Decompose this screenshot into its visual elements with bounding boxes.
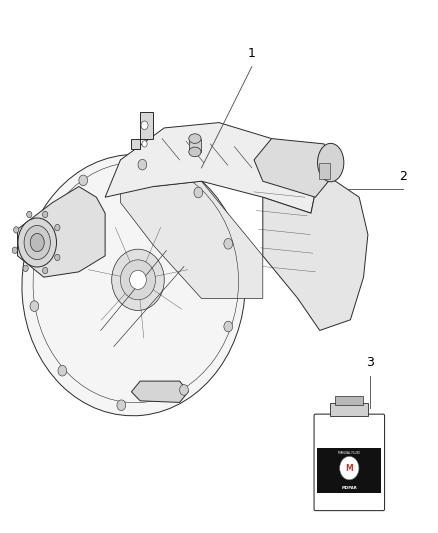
Circle shape [117,400,126,410]
Circle shape [340,456,359,480]
Polygon shape [120,160,263,298]
Ellipse shape [18,218,57,267]
FancyBboxPatch shape [330,403,368,416]
Circle shape [27,211,32,217]
Polygon shape [131,112,153,149]
Ellipse shape [112,249,164,310]
Circle shape [12,247,18,253]
Polygon shape [18,187,105,277]
Circle shape [79,175,88,185]
FancyBboxPatch shape [189,139,201,152]
Circle shape [224,238,233,249]
Ellipse shape [189,147,201,157]
Text: M: M [346,464,353,473]
Ellipse shape [120,260,155,300]
Circle shape [180,385,188,395]
Circle shape [14,227,19,233]
FancyBboxPatch shape [319,163,330,179]
FancyBboxPatch shape [335,396,363,405]
Circle shape [138,159,147,170]
Circle shape [23,265,28,271]
Text: 1: 1 [248,47,256,60]
Text: 3: 3 [366,357,374,369]
Circle shape [141,121,148,130]
Circle shape [42,268,48,274]
Polygon shape [254,139,333,197]
Text: 2: 2 [399,170,407,183]
Circle shape [224,321,233,332]
Ellipse shape [130,270,146,289]
Circle shape [42,211,48,217]
Text: MANUAL FLUID: MANUAL FLUID [339,451,360,455]
Ellipse shape [22,155,245,416]
Polygon shape [131,381,188,402]
Circle shape [194,187,203,198]
Circle shape [58,366,67,376]
Circle shape [142,141,147,147]
Ellipse shape [30,233,44,252]
Polygon shape [263,171,368,330]
Text: MOPAR: MOPAR [342,486,357,490]
Circle shape [55,254,60,261]
Circle shape [55,224,60,231]
Ellipse shape [24,225,50,260]
Ellipse shape [189,134,201,143]
FancyBboxPatch shape [317,448,381,493]
FancyBboxPatch shape [314,414,385,511]
Circle shape [39,225,48,236]
Ellipse shape [318,143,344,182]
Circle shape [30,301,39,311]
Polygon shape [105,123,320,213]
